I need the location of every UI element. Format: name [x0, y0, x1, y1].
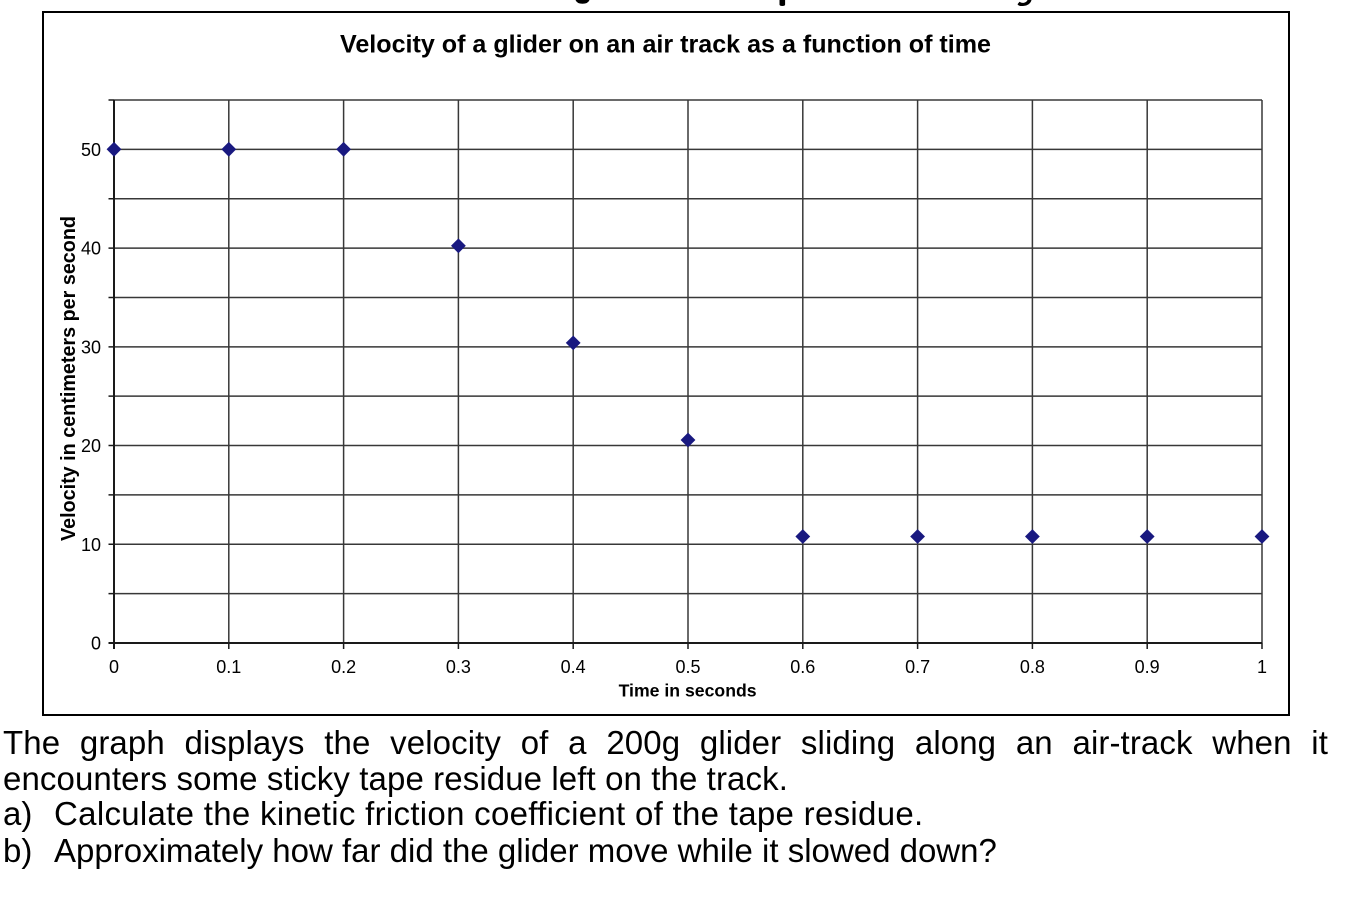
svg-text:0.2: 0.2 — [331, 657, 356, 677]
svg-text:50: 50 — [81, 140, 101, 160]
svg-text:20: 20 — [81, 436, 101, 456]
svg-text:0.3: 0.3 — [446, 657, 471, 677]
svg-text:Time in seconds: Time in seconds — [619, 681, 757, 701]
svg-text:Velocity in centimeters per se: Velocity in centimeters per second — [58, 216, 80, 541]
svg-text:Velocity of a glider on an air: Velocity of a glider on an air track as … — [340, 31, 991, 59]
svg-text:40: 40 — [81, 239, 101, 259]
svg-text:0.7: 0.7 — [905, 657, 930, 677]
svg-text:0.1: 0.1 — [216, 657, 241, 677]
svg-text:0.9: 0.9 — [1135, 657, 1160, 677]
svg-text:0: 0 — [91, 634, 101, 654]
svg-text:30: 30 — [81, 337, 101, 357]
svg-text:0.6: 0.6 — [790, 657, 815, 677]
svg-text:0.8: 0.8 — [1020, 657, 1045, 677]
svg-text:0.5: 0.5 — [675, 657, 700, 677]
svg-text:0.4: 0.4 — [561, 657, 586, 677]
svg-text:0: 0 — [109, 657, 119, 677]
svg-text:1: 1 — [1257, 657, 1267, 677]
svg-text:10: 10 — [81, 535, 101, 555]
